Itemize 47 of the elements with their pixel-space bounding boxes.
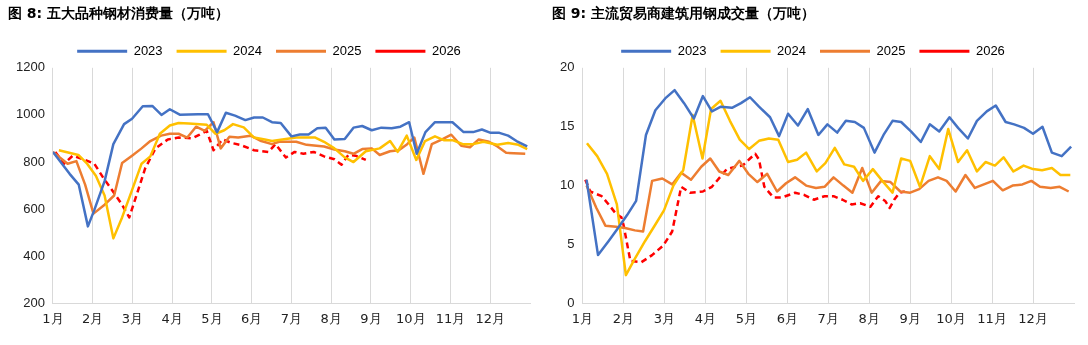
y-tick-label: 200 (23, 294, 45, 310)
x-tick-label: 10月 (395, 310, 426, 326)
y-tick-label: 10 (559, 177, 575, 193)
x-tick-label: 9月 (360, 310, 382, 326)
x-tick-label: 12月 (1018, 310, 1048, 326)
y-tick-label: 1000 (16, 106, 45, 122)
x-tick-label: 8月 (858, 310, 880, 326)
x-tick-label: 6月 (241, 310, 263, 326)
x-tick-label: 5月 (201, 310, 223, 326)
y-tick-label: 600 (23, 200, 45, 216)
y-tick-label: 1200 (16, 59, 45, 75)
x-tick-label: 1月 (571, 310, 594, 326)
x-tick-label: 7月 (817, 310, 839, 326)
x-tick-label: 8月 (320, 310, 342, 326)
line-series (584, 152, 907, 264)
chart-title: 图 8: 五大品种钢材消费量（万吨） (8, 5, 230, 22)
y-tick-label: 0 (567, 294, 575, 310)
y-tick-label: 400 (23, 247, 45, 263)
legend-label: 2024 (777, 42, 806, 58)
x-tick-label: 2月 (82, 310, 104, 326)
x-tick-label: 4月 (694, 310, 716, 326)
x-tick-label: 7月 (280, 310, 303, 326)
y-tick-label: 20 (559, 59, 575, 75)
legend-label: 2023 (133, 42, 163, 58)
legend-label: 2023 (677, 42, 707, 58)
legend-label: 2026 (975, 42, 1005, 58)
x-tick-label: 3月 (121, 310, 144, 326)
x-tick-label: 9月 (899, 310, 921, 326)
y-tick-label: 15 (559, 118, 575, 134)
legend-label: 2026 (431, 42, 461, 58)
x-tick-label: 5月 (735, 310, 757, 326)
legend-label: 2025 (876, 42, 906, 58)
x-tick-label: 2月 (612, 310, 635, 326)
x-tick-label: 6月 (776, 310, 798, 326)
x-tick-label: 11月 (977, 310, 1007, 326)
line-series (54, 129, 368, 219)
y-tick-label: 5 (567, 236, 575, 252)
x-tick-label: 1月 (42, 310, 64, 326)
x-tick-label: 12月 (475, 310, 506, 326)
x-tick-label: 4月 (161, 310, 183, 326)
y-tick-label: 800 (23, 153, 45, 169)
x-tick-label: 3月 (653, 310, 676, 326)
legend-label: 2025 (332, 42, 362, 58)
x-tick-label: 10月 (936, 310, 966, 326)
chart-title: 图 9: 主流贸易商建筑用钢成交量（万吨） (552, 5, 816, 22)
x-tick-label: 11月 (435, 310, 466, 326)
legend-label: 2024 (233, 42, 262, 58)
